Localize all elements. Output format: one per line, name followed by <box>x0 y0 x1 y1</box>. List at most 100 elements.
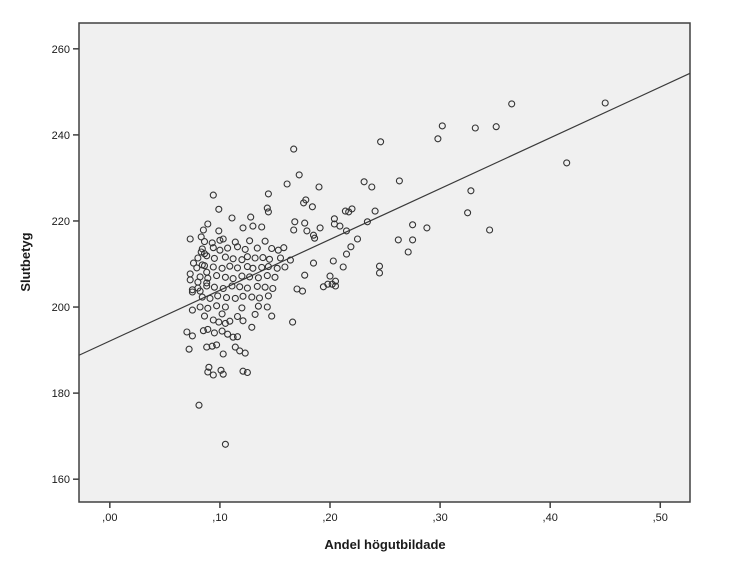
data-point-marker <box>195 401 203 409</box>
data-point-marker <box>226 262 234 270</box>
data-point-marker <box>258 263 266 271</box>
data-point-marker <box>188 288 196 296</box>
data-point-marker <box>229 275 237 283</box>
data-point-marker <box>247 213 255 221</box>
data-point-marker <box>231 343 239 351</box>
data-point-marker <box>203 282 211 290</box>
data-point-marker <box>233 312 242 321</box>
data-point-marker <box>301 271 309 279</box>
data-point-marker <box>281 263 289 271</box>
x-tick-label: ,50 <box>653 512 668 524</box>
y-axis-title: Slutbetyg <box>18 232 33 291</box>
data-point-marker <box>467 187 475 195</box>
data-point-marker <box>215 205 223 213</box>
data-point-marker <box>226 317 234 325</box>
data-point-marker <box>186 235 194 243</box>
x-axis-title: Andel högutbildade <box>324 537 445 552</box>
data-point-marker <box>268 312 276 320</box>
x-tick-label: ,30 <box>432 512 447 524</box>
data-point-marker <box>264 208 272 216</box>
data-point-marker <box>203 279 211 287</box>
data-point-marker <box>563 159 571 167</box>
data-point-marker <box>264 190 272 198</box>
data-point-marker <box>409 236 417 244</box>
data-point-marker <box>215 227 223 235</box>
data-point-marker <box>280 244 288 252</box>
y-tick-label: 220 <box>52 216 70 228</box>
data-point-marker <box>214 292 222 300</box>
data-point-marker <box>368 183 376 191</box>
data-point-marker <box>316 224 324 232</box>
data-point-marker <box>290 145 298 153</box>
data-point-marker <box>208 239 216 247</box>
data-point-marker <box>198 293 206 301</box>
data-point-marker <box>186 270 194 278</box>
data-point-marker <box>303 227 311 235</box>
data-point-marker <box>239 317 247 325</box>
data-point-marker <box>243 368 251 377</box>
data-point-marker <box>269 284 277 293</box>
y-tick-label: 160 <box>52 474 70 486</box>
data-point-marker <box>404 248 412 256</box>
data-point-marker <box>219 350 227 358</box>
data-point-marker <box>264 263 272 271</box>
data-point-marker <box>263 272 271 280</box>
data-point-marker <box>253 244 261 252</box>
data-point-marker <box>238 272 246 280</box>
data-point-marker <box>189 259 198 267</box>
data-point-marker <box>218 264 226 272</box>
data-point-marker <box>221 273 229 281</box>
data-point-marker <box>251 254 259 262</box>
data-point-marker <box>219 235 227 243</box>
data-point-marker <box>208 342 216 350</box>
x-tick-label: ,10 <box>212 512 227 524</box>
data-point-marker <box>423 224 431 232</box>
data-point-marker <box>394 236 402 244</box>
data-point-marker <box>236 283 244 291</box>
data-point-marker <box>233 333 242 341</box>
x-tick-label: ,00 <box>102 512 117 524</box>
data-point-marker <box>508 100 516 108</box>
data-point-marker <box>268 244 276 253</box>
data-point-marker <box>188 306 196 314</box>
data-point-marker <box>276 254 285 262</box>
data-point-marker <box>248 323 256 331</box>
data-point-marker <box>213 341 221 349</box>
data-point-marker <box>329 257 337 265</box>
data-point-marker <box>185 345 193 353</box>
data-point-marker <box>353 235 362 243</box>
data-point-marker <box>341 207 349 215</box>
data-point-marker <box>196 303 204 311</box>
data-point-marker <box>271 273 279 281</box>
data-point-marker <box>254 274 262 282</box>
data-point-marker <box>241 349 249 357</box>
data-point-marker <box>218 327 226 335</box>
data-point-marker <box>339 263 347 271</box>
data-point-marker <box>438 122 446 130</box>
data-point-marker <box>336 222 344 230</box>
data-point-marker <box>300 199 308 207</box>
data-point-marker <box>464 209 472 217</box>
data-point-marker <box>193 264 201 272</box>
data-point-marker <box>253 282 261 290</box>
data-point-marker <box>203 252 211 260</box>
data-point-marker <box>409 221 417 229</box>
data-point-marker <box>377 138 385 146</box>
data-point-marker <box>239 224 247 232</box>
x-tick-label: ,20 <box>322 512 337 524</box>
data-point-marker <box>246 273 254 281</box>
data-point-marker <box>249 264 257 272</box>
data-point-marker <box>238 304 246 312</box>
data-point-marker <box>219 370 227 378</box>
axis-ticks-layer <box>73 48 662 508</box>
data-point-marker <box>348 205 356 213</box>
data-point-marker <box>206 294 214 302</box>
data-point-marker <box>254 302 262 310</box>
scatter-points-layer <box>183 99 609 448</box>
data-point-marker <box>363 218 371 226</box>
data-point-marker <box>222 294 231 302</box>
data-point-marker <box>204 220 212 228</box>
data-point-marker <box>330 215 338 223</box>
